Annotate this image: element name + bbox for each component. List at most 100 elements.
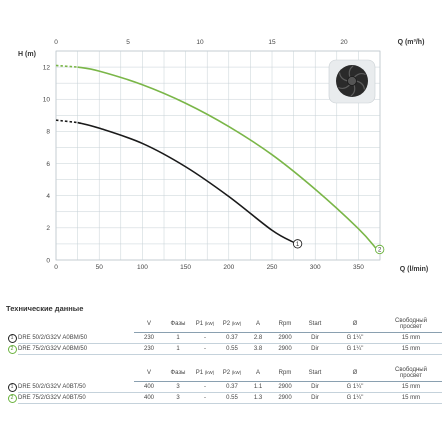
curve-2-marker bbox=[375, 244, 385, 255]
curve-2-marker-label: 2 bbox=[378, 248, 382, 254]
cell-model: DRE 50/2/G32V A0BT/50 bbox=[18, 381, 134, 393]
technical-data-section: Технические данные V Фазы P1 (kW) P2 (kW) A R… bbox=[6, 303, 442, 404]
unit-label: (kW) bbox=[204, 369, 215, 375]
cell-p1: - bbox=[192, 381, 218, 393]
y-tick-label: 2 bbox=[46, 225, 50, 232]
curve-1-marker-label: 1 bbox=[296, 242, 300, 248]
curve-2 bbox=[77, 66, 377, 249]
cell-a: 2.8 bbox=[246, 332, 270, 344]
cell-p2: 0.37 bbox=[218, 332, 246, 344]
header-cell bbox=[18, 364, 134, 382]
header-cell: Start bbox=[300, 364, 330, 382]
header-cell: Свободный просвет bbox=[380, 364, 442, 382]
curve-1-marker bbox=[292, 239, 303, 249]
cell-v: 400 bbox=[134, 392, 164, 404]
y-tick-label: 4 bbox=[46, 193, 50, 200]
y-tick-label: 0 bbox=[46, 257, 50, 264]
y-axis-label: H (m) bbox=[18, 51, 36, 58]
x-tick-label: 50 bbox=[96, 264, 104, 271]
impeller-icon-vane bbox=[339, 72, 349, 82]
cell-p1: - bbox=[192, 392, 218, 404]
curve-number-badge: 1 bbox=[7, 382, 17, 392]
cell-num: 1 bbox=[6, 333, 18, 344]
impeller-icon-vane bbox=[355, 80, 365, 90]
impeller-icon bbox=[328, 59, 376, 104]
table-row: 2 DRE 75/2/G32V A0BT/50 400 3-0.55 1.3 2900 Di… bbox=[6, 392, 442, 404]
unit-label: (kW) bbox=[204, 320, 215, 326]
header-cell: Свободный просвет bbox=[380, 315, 442, 333]
cell-v: 230 bbox=[134, 332, 164, 344]
header-cell: Ø bbox=[330, 315, 380, 333]
section-title: Технические данные bbox=[6, 304, 84, 313]
cell-free: 15 mm bbox=[380, 332, 442, 344]
curve-number-badge: 2 bbox=[7, 344, 17, 354]
cell-model: DRE 75/2/G32V A0BM/50 bbox=[18, 343, 134, 355]
chart-ticks: 0 50 100 150 200 250 300 350 0 2 4 6 8 10 12 0 5 10 15 20 bbox=[43, 39, 364, 271]
cell-a: 1.3 bbox=[246, 392, 270, 404]
x-tick-label: 300 bbox=[310, 264, 321, 271]
cell-p2: 0.55 bbox=[218, 392, 246, 404]
x2-tick-label: 15 bbox=[268, 39, 276, 46]
cell-start: Dir bbox=[300, 381, 330, 393]
x2-tick-label: 10 bbox=[196, 39, 204, 46]
curve-1-dashed bbox=[55, 119, 78, 124]
impeller-icon-vane bbox=[348, 65, 354, 78]
x-tick-label: 350 bbox=[353, 264, 364, 271]
table-row: 2 DRE 75/2/G32V A0BM/50 230 1-0.55 3.8 2900 Di… bbox=[6, 343, 442, 355]
x2-tick-label: 5 bbox=[126, 39, 130, 46]
cell-rpm: 2900 bbox=[270, 332, 300, 344]
cell-num: 1 bbox=[6, 382, 18, 393]
cell-a: 3.8 bbox=[246, 343, 270, 355]
x-tick-label: 100 bbox=[137, 264, 148, 271]
unit-label: (kW) bbox=[231, 320, 242, 326]
header-cell bbox=[6, 364, 18, 382]
x-tick-label: 200 bbox=[223, 264, 234, 271]
cell-num: 2 bbox=[6, 393, 18, 404]
header-cell: Rpm bbox=[270, 364, 300, 382]
x2-tick-label: 0 bbox=[54, 39, 58, 46]
impeller-icon-vane bbox=[338, 84, 351, 90]
curve-number-badge: 1 bbox=[7, 333, 17, 343]
cell-v: 230 bbox=[134, 343, 164, 355]
cell-model: DRE 75/2/G32V A0BT/50 bbox=[18, 392, 134, 404]
spec-table-single-phase: V Фазы P1 (kW) P2 (kW) A Rpm Start Ø Свободный пр… bbox=[6, 315, 442, 355]
y-tick-label: 6 bbox=[46, 161, 50, 168]
header-cell: Start bbox=[300, 315, 330, 333]
x2-axis-label: Q (m³/h) bbox=[398, 39, 425, 46]
cell-diam: G 1¼" bbox=[330, 332, 380, 344]
header-cell: P1 (kW) bbox=[192, 315, 218, 333]
impeller-icon-vane bbox=[353, 72, 366, 78]
cell-phases: 1 bbox=[164, 332, 192, 344]
header-cell bbox=[18, 315, 134, 333]
header-cell: V bbox=[134, 364, 164, 382]
cell-p2: 0.37 bbox=[218, 381, 246, 393]
x-tick-label: 150 bbox=[180, 264, 191, 271]
cell-rpm: 2900 bbox=[270, 381, 300, 393]
x-tick-label: 250 bbox=[267, 264, 278, 271]
chart-grid bbox=[55, 50, 381, 261]
impeller-icon-vane bbox=[350, 84, 356, 97]
header-cell: A bbox=[246, 315, 270, 333]
header-cell: Ø bbox=[330, 364, 380, 382]
header-cell: P2 (kW) bbox=[218, 364, 246, 382]
cell-p2: 0.55 bbox=[218, 343, 246, 355]
cell-p1: - bbox=[192, 343, 218, 355]
cell-start: Dir bbox=[300, 332, 330, 344]
impeller-icon-hub bbox=[347, 76, 357, 86]
header-cell: Rpm bbox=[270, 315, 300, 333]
cell-phases: 1 bbox=[164, 343, 192, 355]
cell-start: Dir bbox=[300, 392, 330, 404]
header-cell: P1 (kW) bbox=[192, 364, 218, 382]
x2-tick-label: 20 bbox=[340, 39, 348, 46]
header-cell: P2 (kW) bbox=[218, 315, 246, 333]
chart-curves: 12 bbox=[55, 64, 385, 255]
unit-label: (kW) bbox=[231, 369, 242, 375]
cell-phases: 3 bbox=[164, 381, 192, 393]
x-axis-label: Q (l/min) bbox=[400, 266, 428, 273]
cell-phases: 3 bbox=[164, 392, 192, 404]
y-tick-label: 8 bbox=[46, 129, 50, 136]
table-row: 1 DRE 50/2/G32V A0BT/50 400 3-0.37 1.1 2900 Di… bbox=[6, 381, 442, 393]
curve-1 bbox=[77, 121, 294, 244]
header-cell: V bbox=[134, 315, 164, 333]
